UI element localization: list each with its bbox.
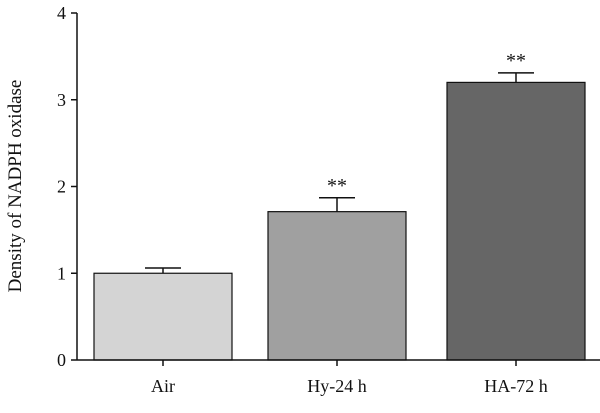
significance-label-1: **: [327, 175, 347, 197]
bar-1: [267, 211, 407, 361]
x-tick-label-0: Air: [151, 376, 175, 396]
y-axis-label: Density of NADPH oxidase: [5, 80, 26, 293]
bars-layer: ** **: [93, 50, 586, 361]
y-tick-label-4: 4: [57, 3, 66, 23]
x-tick-label-1: Hy-24 h: [307, 376, 367, 396]
y-tick-label-3: 3: [57, 90, 66, 110]
bar-2: [446, 81, 586, 361]
significance-label-2: **: [506, 50, 526, 72]
y-tick-label-0: 0: [57, 350, 66, 370]
bar-0: [93, 272, 233, 361]
y-tick-label-1: 1: [57, 263, 66, 283]
x-tick-label-2: HA-72 h: [484, 376, 548, 396]
y-tick-label-2: 2: [57, 177, 66, 197]
axes-layer: Air Hy-24 h HA-72 h 0 1 2 3 4: [57, 3, 600, 396]
